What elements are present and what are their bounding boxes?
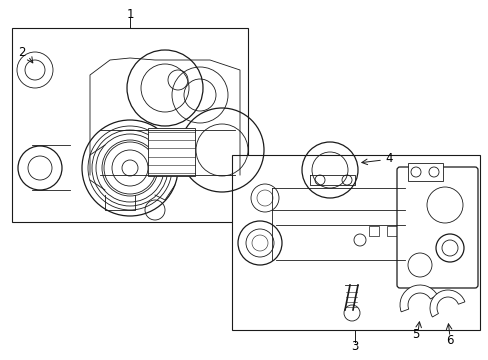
Bar (12, 28, 247, 222)
Text: 1: 1 (126, 8, 134, 21)
Text: 4: 4 (384, 152, 392, 165)
Text: 3: 3 (350, 341, 358, 354)
Bar (368, 226, 378, 236)
Wedge shape (429, 290, 464, 317)
Bar (437, 226, 447, 236)
Bar (403, 226, 413, 236)
Text: 6: 6 (446, 333, 453, 346)
Bar (148, 128, 195, 176)
Text: 2: 2 (18, 45, 26, 58)
Bar (420, 226, 430, 236)
FancyBboxPatch shape (396, 167, 477, 288)
Text: 5: 5 (411, 328, 419, 342)
Bar (407, 163, 442, 181)
Wedge shape (399, 285, 436, 312)
Bar (231, 155, 479, 330)
Bar (386, 226, 396, 236)
